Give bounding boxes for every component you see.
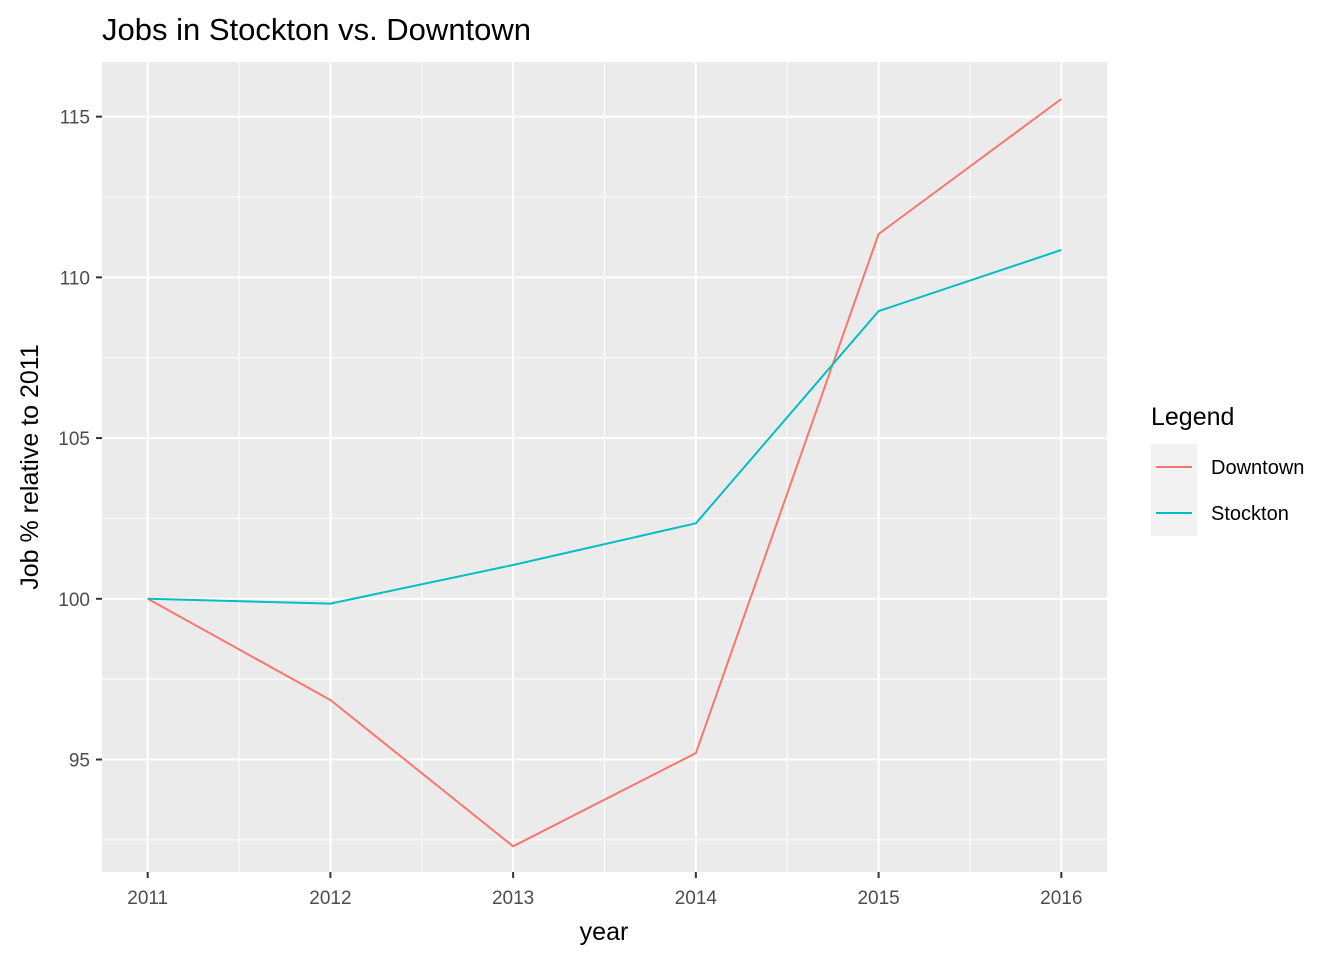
legend-label-stockton: Stockton [1211, 503, 1289, 525]
major-gridlines [102, 62, 1107, 872]
y-tick-label-95: 95 [69, 751, 90, 772]
x-axis-ticks: 2011 2012 2013 2014 2015 2016 [127, 872, 1082, 909]
y-tick-label-115: 115 [60, 108, 90, 129]
x-tick-label-2014: 2014 [675, 888, 718, 909]
series-lines [147, 98, 1062, 848]
x-tick-label-2013: 2013 [492, 888, 534, 909]
y-axis-title: Job % relative to 2011 [16, 344, 44, 590]
y-tick-label-110: 110 [60, 268, 90, 289]
legend: Legend Downtown Stockton [1151, 403, 1304, 536]
y-axis-ticks: 95 100 105 110 115 [58, 108, 102, 772]
x-tick-label-2012: 2012 [309, 888, 351, 909]
minor-gridlines [102, 62, 1107, 872]
legend-label-downtown: Downtown [1211, 457, 1304, 479]
y-tick-label-105: 105 [58, 429, 90, 450]
y-tick-label-100: 100 [58, 590, 90, 611]
series-line-downtown [147, 98, 1062, 848]
chart-title: Jobs in Stockton vs. Downtown [102, 12, 531, 47]
x-tick-label-2011: 2011 [127, 888, 168, 909]
x-axis-title: year [580, 918, 629, 946]
legend-items: Downtown Stockton [1151, 444, 1304, 536]
series-line-stockton [147, 249, 1062, 605]
legend-title: Legend [1151, 403, 1234, 431]
x-tick-label-2015: 2015 [857, 888, 899, 909]
x-tick-label-2016: 2016 [1040, 888, 1082, 909]
